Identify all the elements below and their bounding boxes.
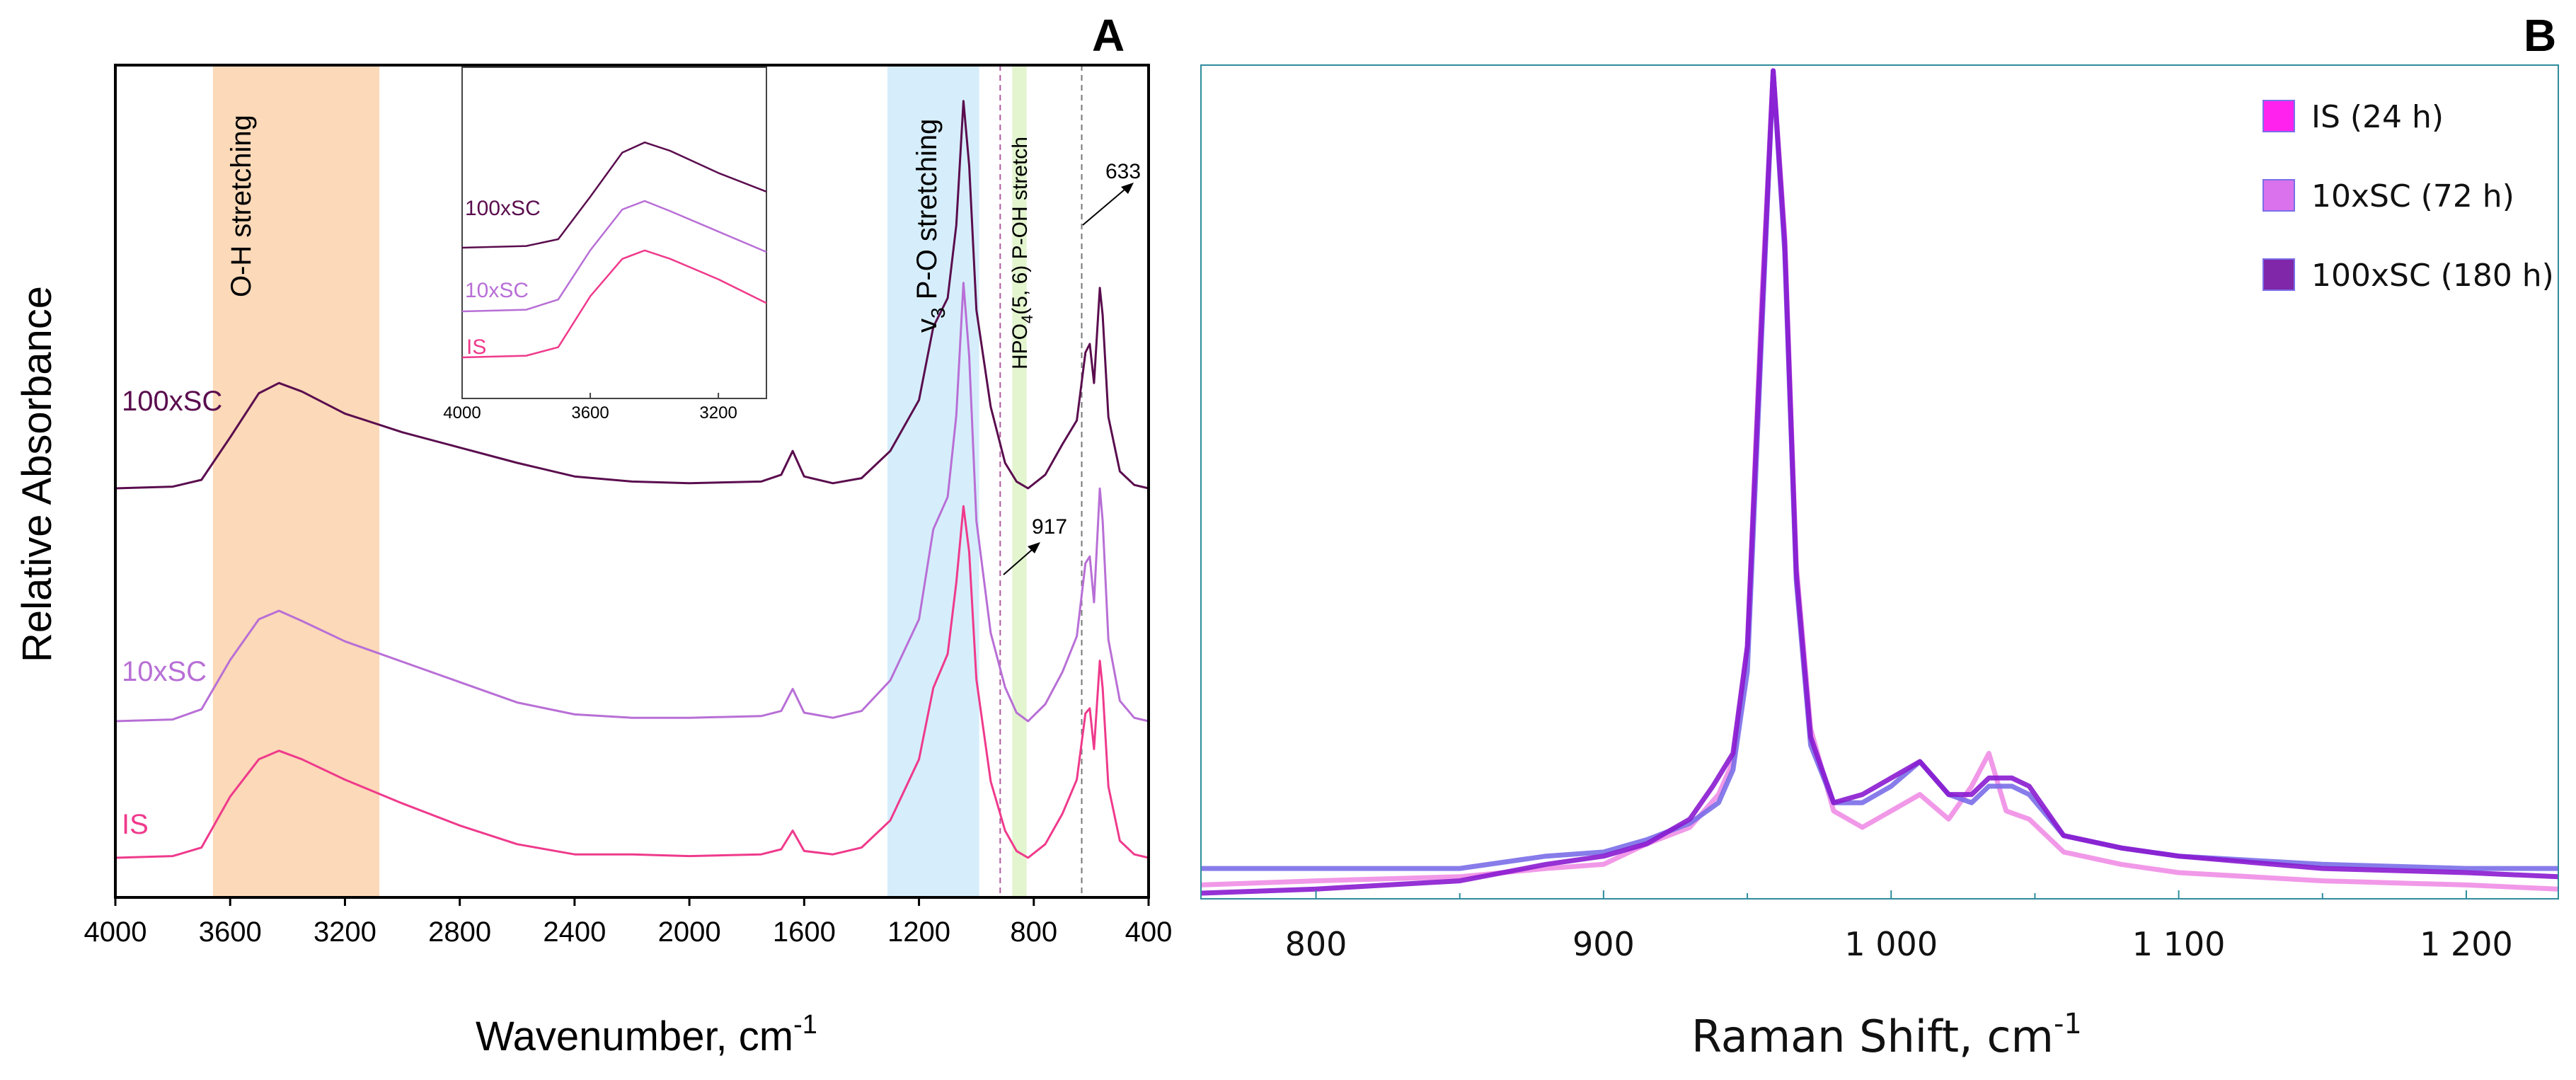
inset-series-layer	[461, 141, 767, 359]
inset-series-line-is	[461, 249, 767, 359]
band-label-po-main: v	[912, 318, 943, 333]
inset-tick-label: 3200	[699, 403, 737, 423]
x-tick-label-a: 2000	[658, 917, 721, 948]
legend-label: 10xSC (72 h)	[2311, 178, 2514, 214]
inset-tick-label: 3600	[571, 403, 609, 423]
series-line-is	[115, 505, 1149, 859]
x-tick-label-a: 4000	[84, 917, 147, 948]
inset-label-10xsc: 10xSC	[465, 279, 529, 302]
band-label-po: v3 P-O stretching	[912, 119, 949, 333]
x-tick-label-b: 1 100	[2132, 925, 2226, 963]
panel-a: A O-H stretching v3 P-O stretching HPO4(…	[14, 10, 1172, 1059]
annotation-917: 917	[1032, 515, 1067, 539]
inset-label-100xsc: 100xSC	[465, 197, 541, 220]
legend-label: IS (24 h)	[2311, 99, 2444, 135]
annotation-633: 633	[1105, 160, 1141, 183]
x-tick-layer-a: 4000 3600 3200 2800 2400 2000 1600 1200 800 400	[84, 897, 1173, 948]
inset-tick-layer: 4000 3600 3200	[443, 393, 737, 423]
panel-b: B 800 900 1 000 1 100 1 200 IS (24 h) 10xSC (…	[1200, 10, 2559, 1062]
band-0	[212, 65, 380, 897]
x-tick-layer-b: 800 900 1 000 1 100 1 200	[1285, 890, 2513, 963]
plot-frame-a	[114, 64, 1150, 899]
legend-label: 100xSC (180 h)	[2311, 258, 2554, 294]
inset-frame	[461, 67, 767, 399]
band-label-po-rest: P-O stretching	[912, 119, 943, 308]
inset-label-is: IS	[466, 335, 486, 359]
annotation-arrowhead-917	[1028, 542, 1040, 553]
x-tick-label-b: 1 000	[1844, 925, 1938, 963]
annotation-arrow-633	[1082, 185, 1130, 226]
x-tick-label-a: 1200	[887, 917, 950, 948]
x-axis-title-a: Wavenumber, cm-1	[476, 1010, 817, 1059]
band-1	[887, 65, 979, 897]
x-axis-title-a-sup: -1	[793, 1010, 817, 1040]
raman-series-line-2	[1200, 68, 2559, 896]
legend-swatch	[2262, 100, 2295, 132]
x-tick-label-a: 400	[1125, 917, 1173, 948]
x-tick-label-b: 800	[1285, 925, 1347, 963]
inset-series-line-100xsc	[461, 141, 767, 249]
band-layer	[212, 65, 1027, 897]
inset-series-line-10xsc	[461, 200, 767, 313]
x-tick-label-a: 2800	[428, 917, 491, 948]
inset-tick-label: 4000	[443, 403, 481, 423]
y-axis-title-a: Relative Absorbance	[14, 286, 60, 662]
series-label-is: IS	[122, 809, 149, 840]
series-label-10xsc: 10xSC	[122, 656, 207, 687]
x-tick-label-b: 1 200	[2420, 925, 2513, 963]
x-axis-title-b-main: Raman Shift, cm	[1691, 1011, 2054, 1062]
band-label-oh: O-H stretching	[226, 115, 257, 297]
x-tick-label-b: 900	[1572, 925, 1635, 963]
series-label-100xsc: 100xSC	[122, 386, 222, 417]
guide-layer	[999, 65, 1083, 897]
legend-swatch	[2262, 258, 2295, 291]
x-axis-title-a-main: Wavenumber, cm	[476, 1013, 793, 1059]
plot-frame-b	[1200, 64, 2559, 900]
x-tick-label-a: 2400	[543, 917, 606, 948]
x-tick-label-a: 800	[1010, 917, 1057, 948]
series-line-10xsc	[115, 282, 1149, 723]
legend: IS (24 h) 10xSC (72 h) 100xSC (180 h)	[2262, 99, 2554, 294]
x-tick-label-a: 3200	[314, 917, 376, 948]
panel-letter-a: A	[1092, 10, 1125, 61]
band-label-hpo-rest: (5, 6) P-OH stretch	[1008, 137, 1032, 315]
x-tick-label-a: 1600	[773, 917, 836, 948]
series-layer-b	[1200, 68, 2559, 896]
x-axis-title-b-sup: -1	[2054, 1008, 2082, 1040]
series-line-100xsc	[115, 100, 1149, 490]
band-label-po-sub: 3	[927, 307, 949, 318]
band-label-hpo-main: HPO	[1008, 323, 1032, 369]
inset: 100xSC 10xSC IS 4000 3600 3200	[443, 67, 767, 423]
band-label-hpo-sub: 4	[1018, 315, 1036, 323]
annotation-arrowhead-633	[1121, 183, 1134, 194]
legend-swatch	[2262, 179, 2295, 212]
x-axis-title-b: Raman Shift, cm-1	[1691, 1008, 2082, 1062]
x-tick-label-a: 3600	[199, 917, 262, 948]
band-2	[1012, 65, 1027, 897]
series-layer	[115, 100, 1149, 859]
band-label-hpo: HPO4(5, 6) P-OH stretch	[1008, 137, 1036, 369]
panel-letter-b: B	[2524, 10, 2556, 61]
